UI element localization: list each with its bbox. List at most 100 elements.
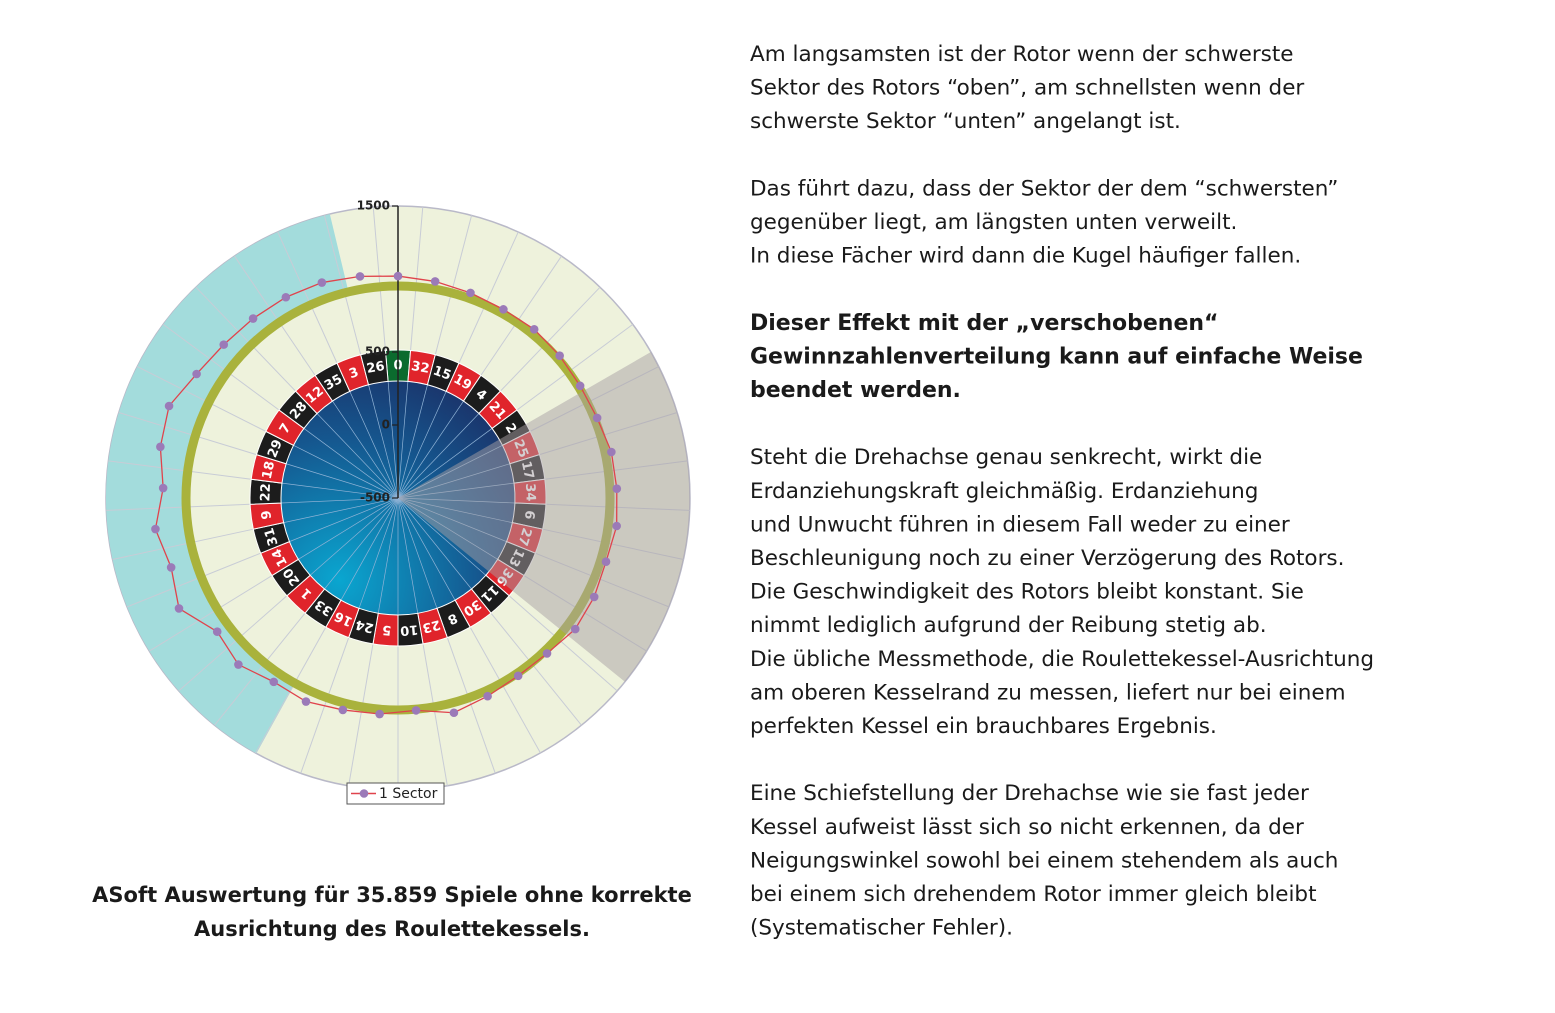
- series-point: [555, 351, 564, 361]
- wheel-spoke: [316, 413, 399, 499]
- wheel-spoke: [397, 400, 464, 499]
- wheel-spoke: [397, 497, 419, 614]
- paragraph-line: am oberen Kesselrand zu messen, liefert …: [750, 680, 1346, 705]
- spoke: [178, 595, 288, 692]
- wheel-spoke: [281, 482, 399, 499]
- series-point: [375, 709, 384, 719]
- spoke: [255, 626, 327, 754]
- series-point: [430, 277, 440, 286]
- series-point: [234, 660, 243, 669]
- wheel-spoke: [397, 384, 428, 499]
- spoke: [516, 323, 634, 411]
- series-point: [355, 272, 365, 281]
- paragraph-line: nimmt lediglich aufgrund der Reibung ste…: [750, 613, 1267, 638]
- paragraph-line: Die übliche Messmethode, die Roulettekes…: [750, 647, 1374, 672]
- wheel-spoke: [281, 497, 399, 504]
- wheel-spoke: [332, 400, 399, 499]
- wheel-spoke: [397, 497, 438, 609]
- wheel-spoke: [397, 381, 409, 499]
- series-point: [166, 563, 176, 572]
- series-point: [393, 271, 403, 281]
- series-point: [248, 314, 258, 323]
- paragraph-line: perfekten Kessel ein brauchbares Ergebni…: [750, 714, 1217, 739]
- spoke: [234, 255, 316, 376]
- caption: Ausrichtung des Roulettekessels.: [194, 917, 590, 941]
- series-point: [483, 691, 492, 701]
- series-point: [607, 447, 616, 457]
- spoke: [458, 231, 519, 364]
- series-point: [499, 305, 508, 314]
- spoke: [108, 460, 252, 480]
- pocket-number: 29: [265, 438, 286, 460]
- series-point: [411, 706, 421, 715]
- wheel-spoke: [349, 391, 399, 499]
- pocket-number: 24: [354, 616, 375, 635]
- bold-paragraph-line: Dieser Effekt mit der „verschobenen“: [750, 311, 1219, 336]
- spoke: [323, 215, 362, 355]
- series-point: [269, 677, 279, 687]
- paragraph-line: Steht die Drehachse genau senkrecht, wir…: [750, 445, 1262, 470]
- series-point: [192, 369, 201, 379]
- wheel-spoke: [283, 497, 399, 523]
- series-point: [219, 340, 229, 349]
- spoke: [106, 503, 251, 511]
- pocket-number: 26: [366, 359, 386, 377]
- series-point: [575, 381, 585, 391]
- paragraph-line: (Systematischer Fehler).: [750, 916, 1013, 941]
- spoke: [112, 528, 254, 561]
- spoke: [422, 643, 448, 786]
- paragraph-line: Erdanziehungskraft gleichmäßig. Erdanzie…: [750, 479, 1258, 504]
- spoke: [469, 626, 541, 754]
- wheel-spoke: [293, 445, 399, 499]
- wheel-pocket: [360, 349, 389, 386]
- pocket-number: 32: [410, 359, 430, 377]
- spoke: [348, 643, 374, 786]
- wheel-spoke: [397, 497, 487, 576]
- bold-paragraph-line: beendet werden.: [750, 378, 961, 403]
- legend-label: 1 Sector: [379, 786, 438, 802]
- wheel-spoke: [397, 428, 493, 499]
- pocket-number: 9: [259, 509, 275, 520]
- series-point: [589, 592, 599, 602]
- series-point: [513, 671, 523, 681]
- legend-box: [346, 782, 445, 805]
- spoke: [480, 255, 562, 376]
- series-point: [301, 697, 311, 706]
- paragraph-line: und Unwucht führen in diesem Fall weder …: [750, 512, 1290, 537]
- gray-band: [398, 352, 690, 682]
- paragraph-line: bei einem sich drehendem Rotor immer gle…: [750, 882, 1317, 907]
- paragraph-line: gegenüber liegt, am längsten unten verwe…: [750, 210, 1237, 235]
- wheel-spoke: [397, 413, 480, 499]
- r-tick-label: 500: [365, 345, 390, 359]
- series-point: [158, 483, 168, 493]
- pocket-number: 10: [400, 621, 419, 637]
- spoke: [126, 552, 261, 608]
- spoke: [434, 215, 473, 355]
- wheel-spoke: [324, 497, 399, 590]
- series-point: [466, 288, 475, 298]
- wheel-spoke: [289, 497, 399, 542]
- paragraph-line: Die Geschwindigkeit des Rotors bleibt ko…: [750, 580, 1304, 605]
- wheel-spoke: [377, 497, 399, 614]
- pocket-number: 5: [382, 622, 392, 638]
- paragraph-line: Neigungswinkel sowohl bei einem stehende…: [750, 848, 1338, 873]
- paragraph-line: In diese Fächer wird dann die Kugel häuf…: [750, 244, 1301, 269]
- spoke: [149, 575, 273, 652]
- wheel-spoke: [387, 381, 399, 499]
- spoke: [137, 366, 267, 432]
- caption: ASoft Auswertung für 35.859 Spiele ohne …: [92, 883, 692, 907]
- series-point: [164, 401, 174, 411]
- paragraph-line: Sektor des Rotors “oben”, am schnellsten…: [750, 76, 1304, 101]
- spoke: [162, 323, 280, 411]
- paragraph-line: Das führt dazu, dass der Sektor der dem …: [750, 176, 1338, 201]
- pocket-number: 16: [332, 608, 355, 629]
- paragraph-line: Am langsamsten ist der Rotor wenn der sc…: [750, 42, 1294, 67]
- spoke: [446, 637, 496, 774]
- series-point: [542, 649, 552, 658]
- paragraph-line: Eine Schiefstellung der Drehachse wie si…: [750, 781, 1309, 806]
- series-line: [154, 275, 618, 715]
- series-point: [529, 325, 539, 334]
- wheel-spoke: [368, 384, 399, 499]
